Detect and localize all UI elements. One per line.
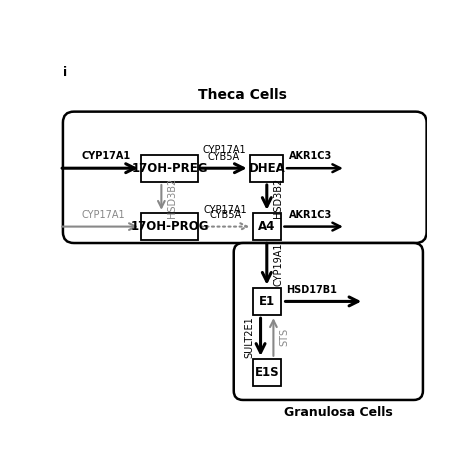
Text: HSD3B2: HSD3B2 xyxy=(273,177,283,218)
Text: 17OH-PREG: 17OH-PREG xyxy=(131,162,208,175)
Text: AKR1C3: AKR1C3 xyxy=(289,151,332,161)
Text: CYB5A: CYB5A xyxy=(209,210,241,220)
Text: CYP19A1: CYP19A1 xyxy=(273,242,283,286)
Text: CYP17A1: CYP17A1 xyxy=(202,146,246,155)
Text: i: i xyxy=(63,66,67,79)
Text: 17OH-PROG: 17OH-PROG xyxy=(130,220,209,233)
Text: STS: STS xyxy=(279,328,289,346)
FancyBboxPatch shape xyxy=(253,213,281,240)
FancyBboxPatch shape xyxy=(253,288,281,315)
Text: CYP17A1: CYP17A1 xyxy=(82,151,130,161)
Text: CYP17A1: CYP17A1 xyxy=(82,210,125,220)
Text: E1: E1 xyxy=(259,295,275,308)
Text: AKR1C3: AKR1C3 xyxy=(289,210,332,220)
FancyBboxPatch shape xyxy=(141,155,198,182)
Text: SULT2E1: SULT2E1 xyxy=(244,316,254,358)
Text: CYB5A: CYB5A xyxy=(208,152,240,162)
Text: HSD3B2: HSD3B2 xyxy=(167,177,177,218)
Text: Granulosa Cells: Granulosa Cells xyxy=(284,406,393,419)
Text: Theca Cells: Theca Cells xyxy=(199,88,287,102)
Text: HSD17B1: HSD17B1 xyxy=(286,285,337,295)
Text: CYP17A1: CYP17A1 xyxy=(203,205,247,215)
FancyBboxPatch shape xyxy=(234,243,423,400)
FancyBboxPatch shape xyxy=(63,112,427,243)
Text: E1S: E1S xyxy=(255,366,279,379)
FancyBboxPatch shape xyxy=(253,359,281,386)
FancyBboxPatch shape xyxy=(141,213,198,240)
Text: A4: A4 xyxy=(258,220,275,233)
Text: DHEA: DHEA xyxy=(248,162,285,175)
FancyBboxPatch shape xyxy=(250,155,283,182)
